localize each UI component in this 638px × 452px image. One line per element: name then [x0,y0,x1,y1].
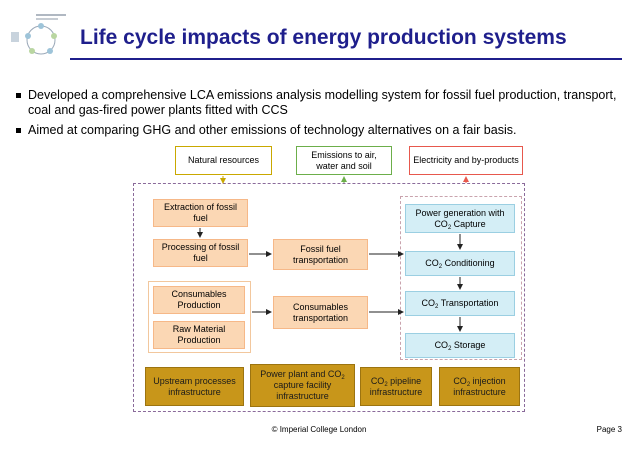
processing-box: Processing of fossil fuel [153,239,248,267]
bullet-list: Developed a comprehensive LCA emissions … [14,88,626,143]
page-title: Life cycle impacts of energy production … [80,26,567,49]
emissions-box: Emissions to air, water and soil [296,146,392,175]
power-plant-infrastructure-box: Power plant and CO2 capture facility inf… [250,364,355,407]
upstream-infrastructure-box: Upstream processes infrastructure [145,367,244,406]
co2-injection-infrastructure-box: CO2 injection infrastructure [439,367,520,406]
raw-material-box: Raw Material Production [153,321,245,349]
bullet-item: Developed a comprehensive LCA emissions … [14,88,626,118]
bullet-item: Aimed at comparing GHG and other emissio… [14,123,626,138]
title-divider [70,58,622,60]
co2-transportation-box: CO2 Transportation [405,291,515,316]
co2-pipeline-infrastructure-box: CO2 pipeline infrastructure [360,367,432,406]
footer-copyright: © Imperial College London [271,425,367,434]
electricity-box: Electricity and by-products [409,146,523,175]
page-number: Page 3 [596,425,622,434]
natural-resources-box: Natural resources [175,146,272,175]
consumables-production-box: Consumables Production [153,286,245,314]
fossil-transport-box: Fossil fuel transportation [273,239,368,270]
power-generation-box: Power generation with CO2 Capture [405,204,515,233]
co2-storage-box: CO2 Storage [405,333,515,358]
consumables-transport-box: Consumables transportation [273,296,368,329]
power-gen-line2: CO2 Capture [434,218,486,231]
co2-conditioning-box: CO2 Conditioning [405,251,515,276]
lifecycle-thumbnail-image [8,12,70,60]
power-gen-line1: Power generation with [415,207,505,218]
ccs-chain-boundary [400,196,522,360]
extraction-box: Extraction of fossil fuel [153,199,248,227]
system-boundary [133,183,525,412]
